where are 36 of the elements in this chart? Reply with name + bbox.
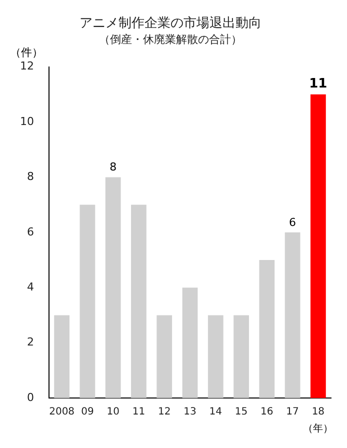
y-axis-title: （件）	[10, 46, 43, 60]
data-label: 11	[309, 76, 328, 92]
y-tick-label: 2	[26, 336, 34, 349]
bar	[234, 315, 249, 398]
data-label: 8	[110, 160, 117, 174]
y-tick-label: 8	[26, 170, 34, 184]
x-axis-title: （年）	[303, 422, 334, 435]
bar	[208, 315, 224, 398]
bar	[182, 288, 198, 398]
bar	[54, 315, 70, 398]
bar	[310, 94, 326, 398]
x-tick-label: 09	[81, 406, 94, 418]
x-tick-label: 17	[286, 406, 299, 418]
y-tick-label: 6	[26, 225, 34, 238]
y-tick-label: 12	[20, 60, 34, 73]
chart-title: アニメ制作企業の市場退出動向	[80, 16, 262, 32]
y-tick-label: 0	[26, 390, 34, 404]
x-tick-label: 18	[312, 406, 325, 418]
bar	[105, 177, 121, 398]
y-tick-label: 4	[26, 280, 34, 294]
x-tick-label: 2008	[49, 406, 75, 418]
x-tick-label: 12	[158, 406, 171, 418]
x-tick-label: 10	[106, 406, 120, 418]
x-tick-label: 13	[184, 406, 196, 418]
bar	[131, 204, 146, 398]
bar	[156, 315, 172, 398]
bar	[80, 204, 96, 398]
chart-subtitle: （倒産・休廃業解散の合計）	[99, 33, 242, 46]
bar	[284, 232, 300, 398]
bar	[259, 260, 275, 398]
x-tick-label: 16	[260, 406, 274, 418]
x-tick-label: 15	[234, 406, 248, 418]
y-tick-label: 10	[20, 114, 34, 128]
x-tick-label: 14	[209, 406, 222, 418]
x-tick-label: 11	[132, 406, 146, 418]
data-label: 6	[289, 216, 296, 229]
